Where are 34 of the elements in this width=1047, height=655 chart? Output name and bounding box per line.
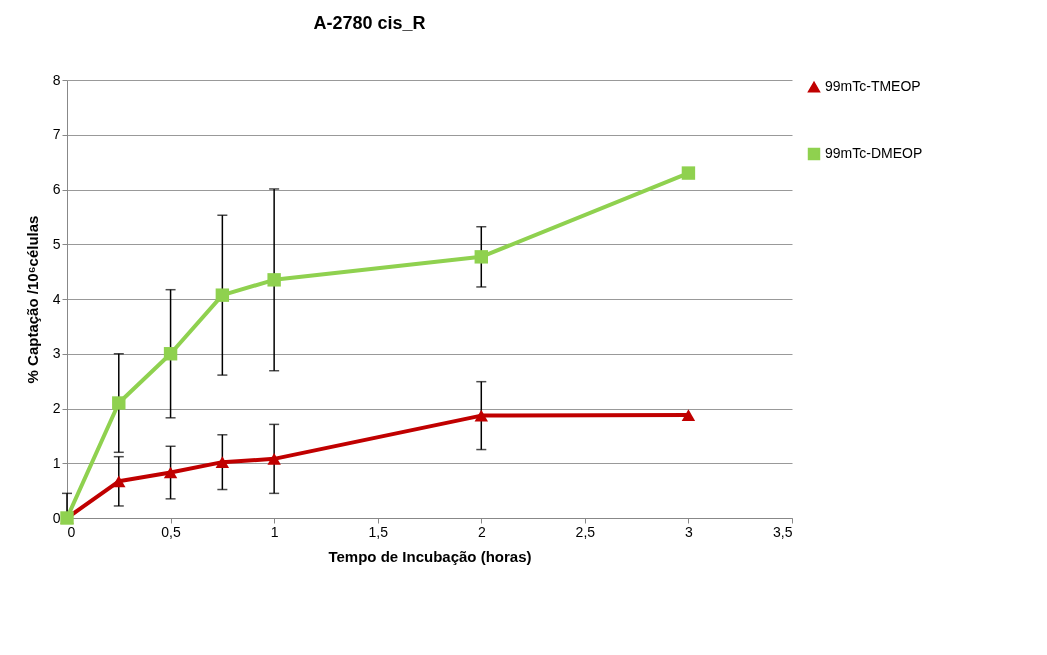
- x-tick-label: 0,5: [161, 523, 182, 540]
- y-tick-label: 7: [52, 126, 61, 143]
- point: [474, 409, 488, 422]
- legend-label: 99mTc-TMEOP: [825, 78, 921, 94]
- x-axis-title: Tempo de Incubação (horas): [328, 547, 532, 565]
- y-tick-label: 4: [52, 290, 61, 307]
- point: [215, 288, 230, 302]
- point: [112, 475, 126, 488]
- y-tick-label: 3: [52, 345, 61, 362]
- x-tick-label: 1: [270, 523, 279, 540]
- point: [163, 347, 178, 361]
- x-tick-label: 1,5: [368, 523, 389, 540]
- point: [267, 453, 281, 465]
- y-tick-label: 2: [52, 400, 61, 416]
- point: [163, 466, 178, 479]
- point: [112, 396, 126, 410]
- chart-title: A-2780 cis_R: [313, 13, 426, 33]
- point: [681, 166, 696, 180]
- legend-label: 99mTc-DMEOP: [825, 145, 923, 161]
- y-tick-label: 5: [52, 235, 61, 252]
- point: [267, 273, 281, 287]
- x-tick-label: 3: [685, 523, 694, 540]
- x-tick-label: 2: [477, 523, 486, 540]
- point: [474, 250, 488, 264]
- x-tick-label: 0: [67, 523, 76, 540]
- y-tick-label: 1: [52, 454, 61, 471]
- y-tick-label: 0: [52, 509, 61, 526]
- x-tick-label: 2,5: [575, 523, 596, 540]
- point: [215, 456, 230, 468]
- y-axis-title: % Captação /10⁶células: [23, 215, 41, 384]
- y-tick-label: 8: [52, 71, 61, 88]
- point: [681, 409, 696, 421]
- y-tick-label: 6: [52, 181, 61, 197]
- x-tick-label: 3,5: [773, 523, 793, 540]
